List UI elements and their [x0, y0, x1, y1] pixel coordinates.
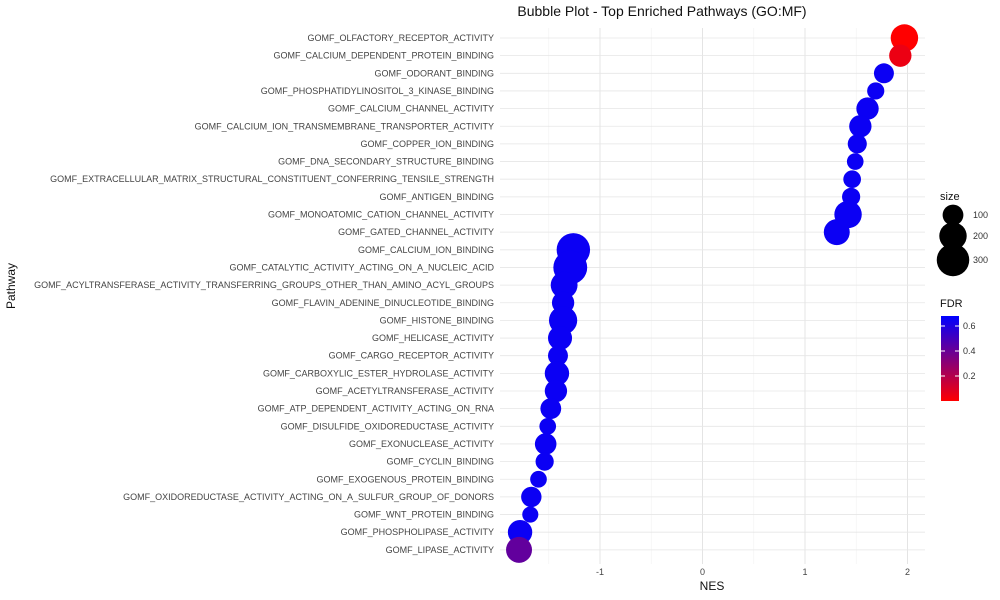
fdr-legend: FDR 0.2 0.4 0.6	[940, 298, 976, 401]
size-legend-circle	[939, 222, 967, 250]
y-tick-label: GOMF_HELICASE_ACTIVITY	[372, 333, 494, 343]
bubble-point	[889, 44, 912, 67]
bubble-point	[867, 82, 885, 100]
bubble-point	[539, 417, 557, 435]
x-tick-label: 1	[802, 567, 807, 577]
fdr-tick-label: 0.2	[963, 371, 976, 381]
bubble-point	[550, 271, 578, 299]
bubble-point	[823, 219, 850, 246]
chart-title: Bubble Plot - Top Enriched Pathways (GO:…	[517, 3, 806, 19]
size-legend: size 100 200 300	[936, 191, 988, 277]
y-tick-label: GOMF_EXONUCLEASE_ACTIVITY	[349, 439, 494, 449]
bubble-point	[547, 326, 573, 351]
y-tick-label: GOMF_DISULFIDE_OXIDOREDUCTASE_ACTIVITY	[281, 421, 494, 431]
size-legend-circle	[936, 243, 970, 277]
bubble-point	[544, 361, 570, 386]
y-tick-label: GOMF_GATED_CHANNEL_ACTIVITY	[338, 227, 494, 237]
y-tick-label: GOMF_CALCIUM_ION_BINDING	[358, 245, 494, 255]
y-tick-label: GOMF_PHOSPHOLIPASE_ACTIVITY	[341, 527, 494, 537]
bubble-point	[856, 97, 879, 120]
y-tick-label: GOMF_FLAVIN_ADENINE_DINUCLEOTIDE_BINDING	[272, 298, 494, 308]
fdr-legend-title: FDR	[940, 298, 963, 310]
bubble-point	[534, 433, 557, 455]
y-tick-label: GOMF_CYCLIN_BINDING	[386, 457, 494, 467]
y-tick-label: GOMF_OLFACTORY_RECEPTOR_ACTIVITY	[307, 33, 494, 43]
bubble-point	[506, 536, 533, 563]
bubble-point	[535, 452, 554, 471]
y-tick-label: GOMF_LIPASE_ACTIVITY	[386, 545, 494, 555]
y-tick-label: GOMF_CARGO_RECEPTOR_ACTIVITY	[329, 351, 494, 361]
y-tick-label: GOMF_CALCIUM_DEPENDENT_PROTEIN_BINDING	[273, 51, 494, 61]
bubbles	[506, 24, 919, 563]
size-legend-label: 100	[973, 210, 988, 220]
x-tick-label: 0	[700, 567, 705, 577]
bubble-point	[843, 170, 861, 189]
y-tick-label: GOMF_CALCIUM_CHANNEL_ACTIVITY	[328, 104, 494, 114]
y-tick-label: GOMF_CATALYTIC_ACTIVITY_ACTING_ON_A_NUCL…	[229, 262, 494, 272]
fdr-colorbar	[941, 316, 959, 401]
y-tick-label: GOMF_CALCIUM_ION_TRANSMEMBRANE_TRANSPORT…	[195, 121, 494, 131]
fdr-tick-label: 0.6	[963, 321, 976, 331]
size-legend-label: 200	[973, 231, 988, 241]
y-axis-title: Pathway	[4, 263, 18, 309]
y-tick-label: GOMF_COPPER_ION_BINDING	[360, 139, 494, 149]
x-axis-title: NES	[700, 579, 725, 593]
y-tick-label: GOMF_DNA_SECONDARY_STRUCTURE_BINDING	[278, 157, 494, 167]
y-tick-label: GOMF_ODORANT_BINDING	[374, 68, 494, 78]
bubble-point	[849, 115, 872, 138]
size-legend-title: size	[940, 191, 960, 203]
bubble-point	[547, 345, 568, 366]
y-tick-label: GOMF_EXTRACELLULAR_MATRIX_STRUCTURAL_CON…	[50, 174, 494, 184]
y-tick-label: GOMF_OXIDOREDUCTASE_ACTIVITY_ACTING_ON_A…	[123, 492, 494, 502]
bubble-point	[521, 486, 542, 508]
bubble-point	[530, 470, 547, 488]
y-tick-label: GOMF_ANTIGEN_BINDING	[379, 192, 494, 202]
y-tick-label: GOMF_ATP_DEPENDENT_ACTIVITY_ACTING_ON_RN…	[258, 404, 494, 414]
bubble-point	[544, 379, 568, 403]
y-tick-label: GOMF_CARBOXYLIC_ESTER_HYDROLASE_ACTIVITY	[263, 368, 494, 378]
y-tick-label: GOMF_ACYLTRANSFERASE_ACTIVITY_TRANSFERRI…	[34, 280, 494, 290]
size-legend-label: 300	[973, 255, 988, 265]
size-legend-circle	[942, 204, 964, 226]
y-tick-label: GOMF_HISTONE_BINDING	[380, 315, 494, 325]
y-tick-label: GOMF_MONOATOMIC_CATION_CHANNEL_ACTIVITY	[268, 210, 494, 220]
x-tick-labels: -1 0 1 2	[596, 567, 910, 577]
fdr-tick-label: 0.4	[963, 346, 976, 356]
bubble-point	[522, 506, 539, 523]
y-tick-labels: GOMF_OLFACTORY_RECEPTOR_ACTIVITY GOMF_CAL…	[34, 33, 494, 555]
x-tick-label: 2	[905, 567, 910, 577]
x-tick-label: -1	[596, 567, 604, 577]
bubble-point	[873, 63, 894, 84]
y-tick-label: GOMF_EXOGENOUS_PROTEIN_BINDING	[316, 474, 494, 484]
bubble-point	[847, 134, 867, 154]
bubble-point	[540, 398, 562, 420]
bubble-point	[846, 153, 864, 170]
y-tick-label: GOMF_WNT_PROTEIN_BINDING	[354, 510, 494, 520]
y-tick-label: GOMF_ACETYLTRANSFERASE_ACTIVITY	[316, 386, 494, 396]
y-tick-label: GOMF_PHOSPHATIDYLINOSITOL_3_KINASE_BINDI…	[261, 86, 494, 96]
